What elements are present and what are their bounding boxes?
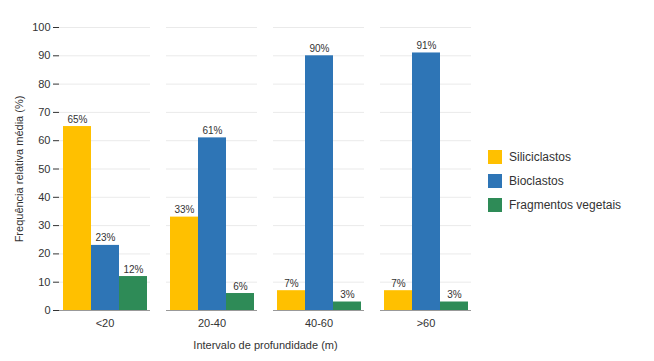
- svg-text:100: 100: [32, 21, 50, 33]
- svg-text:Frequência relativa média (%): Frequência relativa média (%): [13, 96, 25, 243]
- svg-text:>60: >60: [417, 317, 436, 329]
- svg-text:10: 10: [38, 276, 50, 288]
- svg-text:61%: 61%: [202, 125, 222, 136]
- svg-text:7%: 7%: [284, 278, 299, 289]
- html-text:Fragmentos vegetais: Fragmentos vegetais: [509, 197, 622, 212]
- svg-text:40: 40: [38, 191, 50, 203]
- svg-text:<20: <20: [96, 317, 115, 329]
- svg-text:90%: 90%: [309, 43, 329, 54]
- svg-text:23%: 23%: [95, 232, 115, 243]
- svg-text:3%: 3%: [447, 289, 462, 300]
- svg-text:90: 90: [38, 49, 50, 61]
- svg-text:65%: 65%: [67, 114, 87, 125]
- svg-text:50: 50: [38, 163, 50, 175]
- svg-text:91%: 91%: [416, 40, 436, 51]
- svg-text:20: 20: [38, 247, 50, 259]
- svg-text:30: 30: [38, 219, 50, 231]
- svg-text:33%: 33%: [174, 204, 194, 215]
- svg-text:70: 70: [38, 106, 50, 118]
- svg-text:Intervalo de profundidade (m): Intervalo de profundidade (m): [193, 339, 337, 351]
- svg-text:80: 80: [38, 78, 50, 90]
- svg-text:7%: 7%: [391, 278, 406, 289]
- html-text:Siliciclastos: Siliciclastos: [509, 149, 571, 164]
- svg-text:12%: 12%: [123, 264, 143, 275]
- svg-text:6%: 6%: [233, 281, 248, 292]
- svg-text:60: 60: [38, 134, 50, 146]
- svg-text:3%: 3%: [340, 289, 355, 300]
- html-text:Bioclastos: Bioclastos: [509, 173, 564, 188]
- svg-text:0: 0: [44, 304, 50, 316]
- svg-text:40-60: 40-60: [305, 317, 333, 329]
- svg-text:20-40: 20-40: [198, 317, 226, 329]
